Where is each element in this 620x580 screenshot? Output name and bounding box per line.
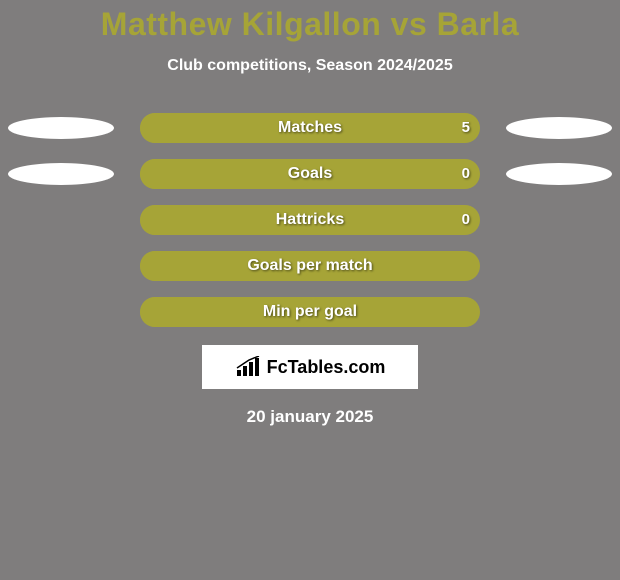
player-avatar-right [506, 117, 612, 139]
stat-row: Goals0 [0, 159, 620, 189]
stat-label: Hattricks [140, 205, 480, 235]
date-label: 20 january 2025 [0, 407, 620, 427]
stat-label: Goals per match [140, 251, 480, 281]
stat-value-right: 0 [452, 205, 480, 235]
logo-box: FcTables.com [202, 345, 418, 389]
subtitle: Club competitions, Season 2024/2025 [0, 57, 620, 75]
stat-label: Goals [140, 159, 480, 189]
stat-value-right: 0 [452, 159, 480, 189]
stat-label: Matches [140, 113, 480, 143]
bar-track: Min per goal [140, 297, 480, 327]
bar-track: Goals0 [140, 159, 480, 189]
player-avatar-right [506, 163, 612, 185]
stat-row: Matches5 [0, 113, 620, 143]
bar-chart-icon [235, 356, 261, 378]
logo-text: FcTables.com [267, 357, 386, 378]
stat-row: Min per goal [0, 297, 620, 327]
player-avatar-left [8, 117, 114, 139]
bar-track: Hattricks0 [140, 205, 480, 235]
bar-track: Matches5 [140, 113, 480, 143]
stat-row: Goals per match [0, 251, 620, 281]
stat-value-right: 5 [452, 113, 480, 143]
comparison-chart: Matches5Goals0Hattricks0Goals per matchM… [0, 113, 620, 327]
stat-row: Hattricks0 [0, 205, 620, 235]
page-title: Matthew Kilgallon vs Barla [0, 6, 620, 43]
stat-label: Min per goal [140, 297, 480, 327]
comparison-infographic: Matthew Kilgallon vs Barla Club competit… [0, 0, 620, 580]
player-avatar-left [8, 163, 114, 185]
bar-track: Goals per match [140, 251, 480, 281]
